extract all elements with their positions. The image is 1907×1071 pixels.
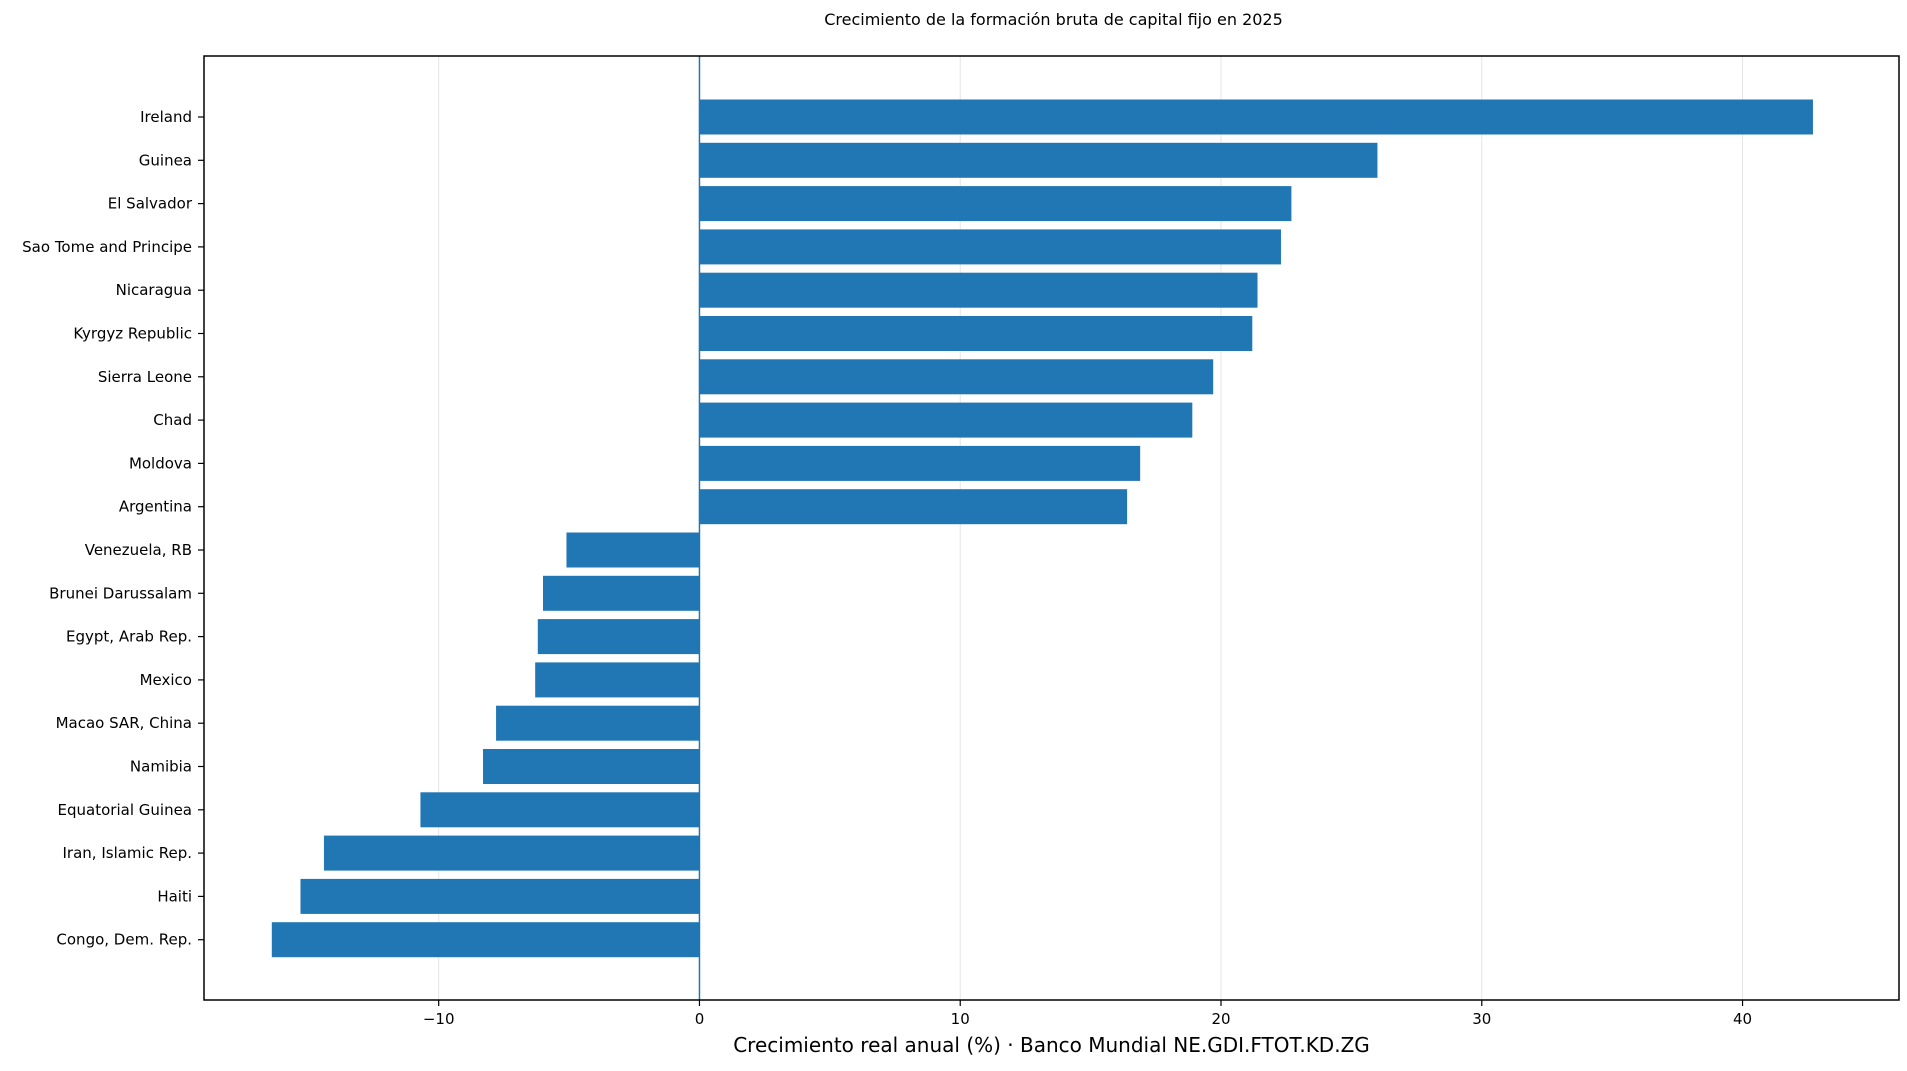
bar [543, 575, 700, 611]
x-tick-label: 40 [1733, 1010, 1752, 1028]
plot-frame [203, 55, 1900, 1001]
bar [496, 705, 700, 741]
y-tick-label: Ireland [140, 108, 192, 126]
bar [323, 835, 700, 871]
x-tick-label: 10 [951, 1010, 970, 1028]
bar [271, 922, 700, 958]
y-tick-label: El Salvador [108, 195, 193, 213]
y-tick-label: Egypt, Arab Rep. [66, 628, 192, 646]
x-axis-ticks: −10 0 10 20 30 40 [423, 1000, 1752, 1028]
y-tick-label: Mexico [140, 671, 192, 689]
bar [566, 532, 700, 568]
x-tick-label: 30 [1472, 1010, 1491, 1028]
y-tick-label: Guinea [139, 151, 192, 169]
bar [699, 359, 1214, 395]
y-tick-label: Equatorial Guinea [58, 801, 192, 819]
y-tick-label: Brunei Darussalam [49, 584, 192, 602]
bar [537, 619, 700, 655]
y-axis-ticks: Ireland Guinea El Salvador Sao Tome and Pri… [22, 108, 204, 949]
bar [699, 142, 1378, 178]
y-tick-label: Nicaragua [116, 281, 192, 299]
y-tick-label: Sao Tome and Principe [22, 238, 192, 256]
y-tick-label: Argentina [119, 498, 192, 516]
bar [535, 662, 700, 698]
x-tick-label: −10 [423, 1010, 455, 1028]
bar [699, 99, 1813, 135]
y-tick-label: Kyrgyz Republic [73, 325, 192, 343]
bar [699, 272, 1258, 308]
x-tick-label: 0 [695, 1010, 705, 1028]
y-tick-label: Macao SAR, China [56, 714, 192, 732]
y-tick-label: Moldova [129, 454, 192, 472]
x-axis-label: Crecimiento real anual (%) · Banco Mundi… [733, 1033, 1370, 1057]
bars [271, 99, 1813, 958]
y-tick-label: Sierra Leone [98, 368, 192, 386]
bar [699, 229, 1281, 265]
bar [699, 316, 1253, 351]
y-tick-label: Haiti [157, 887, 192, 905]
bar [699, 489, 1128, 525]
y-tick-label: Venezuela, RB [85, 541, 192, 559]
y-tick-label: Namibia [130, 758, 192, 776]
bar [699, 402, 1193, 438]
bar [699, 186, 1292, 222]
bar [420, 792, 700, 828]
chart-title: Crecimiento de la formación bruta de cap… [824, 10, 1283, 29]
x-tick-label: 20 [1211, 1010, 1230, 1028]
y-tick-label: Congo, Dem. Rep. [56, 931, 192, 949]
y-tick-label: Iran, Islamic Rep. [63, 844, 193, 862]
bar [699, 445, 1141, 481]
bar [483, 749, 700, 784]
bar [300, 878, 700, 914]
y-tick-label: Chad [153, 411, 192, 429]
